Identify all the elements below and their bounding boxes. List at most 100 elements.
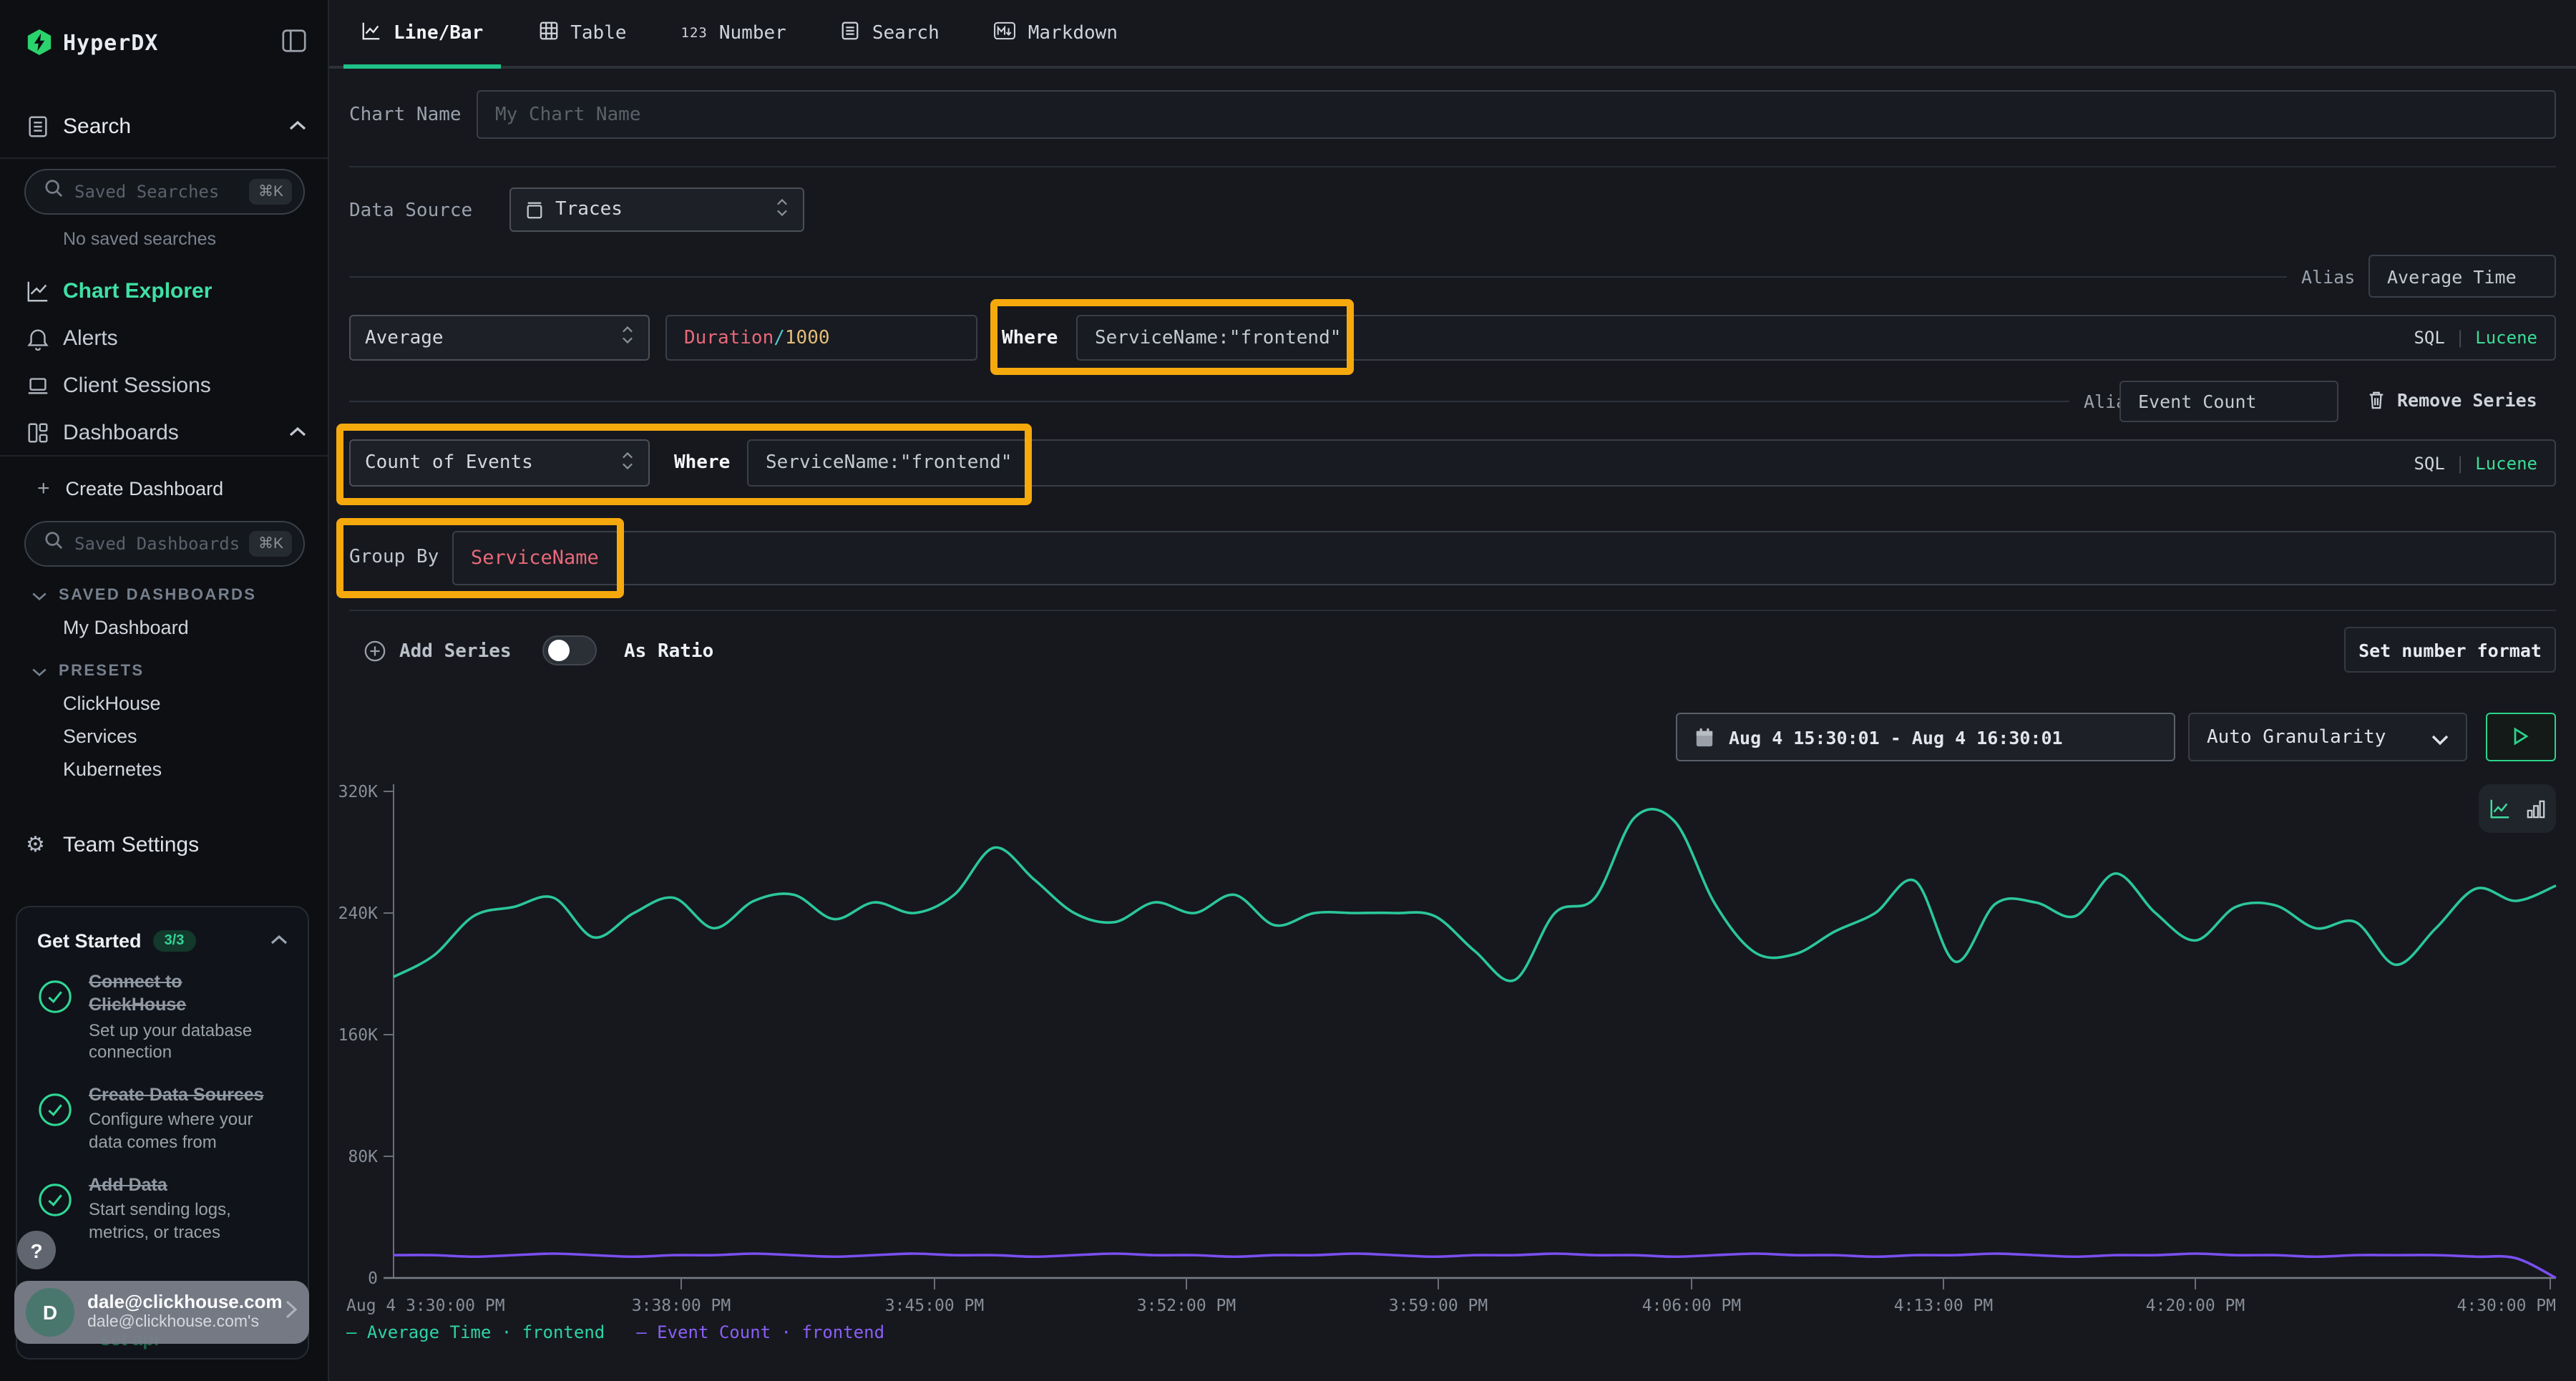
chevron-up-icon[interactable] bbox=[289, 419, 306, 445]
step-title: Add Data bbox=[89, 1173, 275, 1197]
get-started-item[interactable]: Connect to ClickHouse Set up your databa… bbox=[37, 970, 288, 1065]
divider bbox=[0, 455, 329, 457]
saved-dashboards-input[interactable]: Saved Dashboards ⌘K bbox=[24, 521, 305, 567]
granularity-value: Auto Granularity bbox=[2207, 726, 2431, 748]
logo[interactable]: HyperDX bbox=[26, 29, 158, 56]
get-started-item[interactable]: Add Data Start sending logs, metrics, or… bbox=[37, 1173, 288, 1245]
sidebar-item-label: Client Sessions bbox=[63, 373, 211, 397]
select-chevrons-icon bbox=[776, 197, 789, 223]
divider bbox=[349, 166, 2556, 167]
add-series-button[interactable]: Add Series bbox=[364, 631, 512, 671]
step-title: Connect to ClickHouse bbox=[89, 970, 275, 1017]
no-saved-searches-text: No saved searches bbox=[63, 229, 216, 249]
step-description: Set up your database connection bbox=[89, 1020, 275, 1065]
tab-search[interactable]: Search bbox=[824, 0, 957, 66]
get-started-item[interactable]: Create Data Sources Configure where your… bbox=[37, 1083, 288, 1155]
get-started-progress-badge: 3/3 bbox=[153, 929, 196, 951]
tab-label: Search bbox=[872, 22, 940, 44]
timeseries-chart[interactable]: 320K 240K 160K 80K 0 Aug 4 3:30:00 PM 3:… bbox=[329, 773, 2576, 1345]
step-description: Start sending logs, metrics, or traces bbox=[89, 1200, 275, 1245]
sidebar-item-kubernetes[interactable]: Kubernetes bbox=[63, 758, 162, 780]
sidebar-section-search[interactable]: Search bbox=[0, 106, 329, 146]
series2-aggregation-select[interactable]: Count of Events bbox=[349, 439, 650, 487]
granularity-select[interactable]: Auto Granularity bbox=[2188, 713, 2467, 761]
data-source-select[interactable]: Traces bbox=[509, 187, 804, 232]
legend-item-event-count[interactable]: — Event Count · frontend bbox=[636, 1322, 884, 1342]
y-tick-label: 160K bbox=[338, 1026, 379, 1045]
tab-markdown[interactable]: Markdown bbox=[977, 0, 1135, 66]
user-account-chip[interactable]: D dale@clickhouse.com dale@clickhouse.co… bbox=[14, 1281, 309, 1344]
as-ratio-toggle[interactable] bbox=[542, 635, 597, 665]
saved-searches-input[interactable]: Saved Searches ⌘K bbox=[24, 169, 305, 215]
chart-name-input[interactable] bbox=[477, 90, 2556, 139]
presets-section-header[interactable]: PRESETS bbox=[31, 658, 145, 684]
user-subtitle: dale@clickhouse.com's bbox=[87, 1314, 282, 1334]
tab-line-bar[interactable]: Line/Bar bbox=[343, 0, 500, 66]
sidebar-item-dashboards[interactable]: Dashboards bbox=[0, 412, 329, 452]
hyperdx-logo-icon bbox=[26, 29, 53, 56]
y-tick-label: 240K bbox=[338, 904, 379, 923]
saved-dashboards-placeholder: Saved Dashboards bbox=[74, 534, 250, 554]
lucene-toggle[interactable]: Lucene bbox=[2475, 328, 2537, 348]
chevron-down-icon bbox=[2431, 723, 2449, 751]
date-range-value: Aug 4 15:30:01 - Aug 4 16:30:01 bbox=[1729, 726, 2063, 748]
series1-field-input[interactable]: Duration/1000 bbox=[665, 315, 977, 361]
chevron-up-icon[interactable] bbox=[270, 927, 288, 953]
calendar-icon bbox=[1694, 726, 1714, 748]
team-settings-label: Team Settings bbox=[63, 832, 199, 857]
series1-aggregation-select[interactable]: Average bbox=[349, 315, 650, 361]
saved-dashboards-section-header[interactable]: SAVED DASHBOARDS bbox=[31, 582, 256, 608]
tab-number[interactable]: 123 Number bbox=[664, 0, 804, 66]
sidebar-item-client-sessions[interactable]: Client Sessions bbox=[0, 365, 329, 405]
where-query-text: ServiceName:"frontend" bbox=[1095, 327, 1341, 348]
chart-name-label: Chart Name bbox=[349, 104, 462, 126]
chart-name-input-field[interactable] bbox=[495, 104, 2537, 125]
chevron-down-icon bbox=[31, 582, 47, 608]
date-range-picker[interactable]: Aug 4 15:30:01 - Aug 4 16:30:01 bbox=[1676, 713, 2175, 761]
sidebar: HyperDX Search Saved Searches ⌘K No save… bbox=[0, 0, 329, 1381]
chevron-up-icon[interactable] bbox=[289, 113, 306, 139]
series1-where-input[interactable]: ServiceName:"frontend" SQL|Lucene bbox=[1076, 315, 2556, 361]
shortcut-badge: ⌘K bbox=[250, 179, 292, 205]
divider bbox=[0, 157, 329, 159]
sidebar-item-clickhouse[interactable]: ClickHouse bbox=[63, 693, 161, 714]
sidebar-item-team-settings[interactable]: ⚙ Team Settings bbox=[0, 824, 329, 864]
tab-table[interactable]: Table bbox=[520, 0, 643, 66]
group-by-input[interactable]: ServiceName bbox=[452, 531, 2556, 585]
sidebar-item-chart-explorer[interactable]: Chart Explorer bbox=[0, 270, 329, 311]
series2-alias-input[interactable]: Event Count bbox=[2119, 381, 2338, 422]
chart-legend: — Average Time · frontend — Event Count … bbox=[346, 1322, 884, 1342]
legend-item-average-time[interactable]: — Average Time · frontend bbox=[346, 1322, 605, 1342]
toggle-knob bbox=[548, 640, 570, 661]
sql-toggle[interactable]: SQL bbox=[2414, 453, 2444, 473]
series2-where-input[interactable]: ServiceName:"frontend" SQL|Lucene bbox=[747, 439, 2556, 487]
as-ratio-label: As Ratio bbox=[624, 641, 713, 663]
document-icon bbox=[841, 19, 861, 47]
tab-label: Table bbox=[570, 22, 626, 44]
data-source-label: Data Source bbox=[349, 200, 472, 222]
trash-icon bbox=[2367, 389, 2386, 411]
run-query-button[interactable] bbox=[2486, 713, 2556, 761]
aggregation-value: Average bbox=[365, 327, 621, 348]
x-tick-label: 3:45:00 PM bbox=[885, 1297, 984, 1315]
create-dashboard-button[interactable]: + Create Dashboard bbox=[37, 477, 223, 501]
collapse-sidebar-icon[interactable] bbox=[280, 27, 308, 62]
laptop-icon bbox=[26, 373, 50, 397]
set-number-format-button[interactable]: Set number format bbox=[2344, 627, 2556, 673]
sidebar-item-services[interactable]: Services bbox=[63, 726, 137, 747]
circle-plus-icon bbox=[364, 640, 386, 663]
help-button[interactable]: ? bbox=[17, 1231, 56, 1269]
line-chart-icon bbox=[361, 19, 382, 47]
x-tick-label: 4:13:00 PM bbox=[1894, 1297, 1993, 1315]
series1-alias-input[interactable]: Average Time bbox=[2368, 255, 2556, 298]
bell-icon bbox=[26, 326, 50, 350]
lucene-toggle[interactable]: Lucene bbox=[2475, 453, 2537, 473]
section-header-label: PRESETS bbox=[59, 663, 145, 680]
database-icon bbox=[525, 200, 544, 220]
sidebar-item-my-dashboard[interactable]: My Dashboard bbox=[63, 617, 189, 638]
alias-divider bbox=[349, 276, 2287, 278]
add-series-label: Add Series bbox=[399, 640, 512, 662]
sidebar-item-alerts[interactable]: Alerts bbox=[0, 318, 329, 358]
sql-toggle[interactable]: SQL bbox=[2414, 328, 2444, 348]
remove-series-button[interactable]: Remove Series bbox=[2367, 389, 2537, 411]
